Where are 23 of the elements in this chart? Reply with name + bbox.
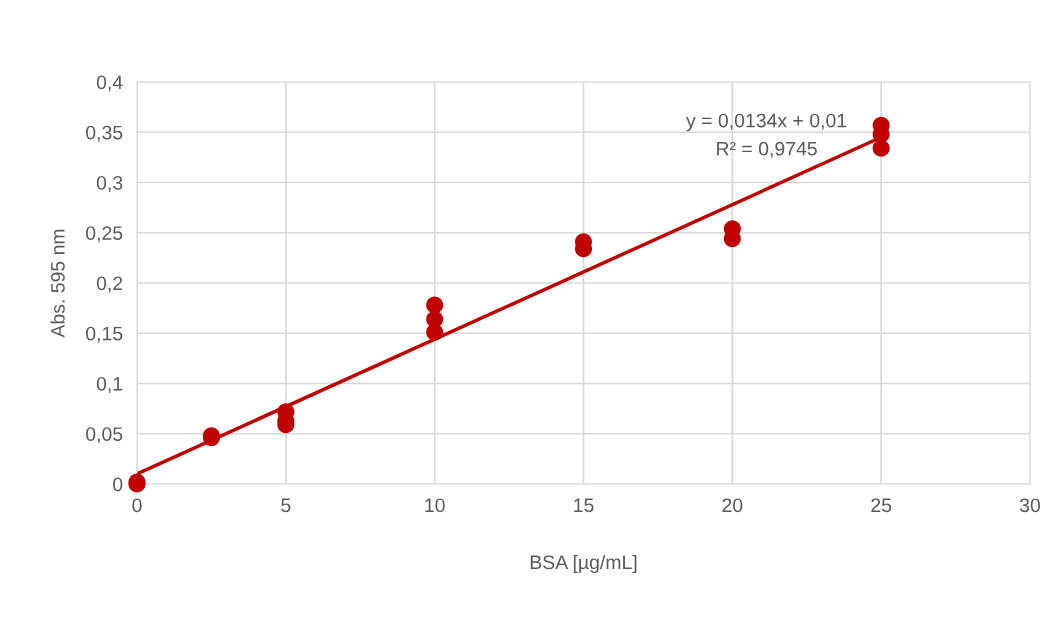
y-tick-label: 0,2 [96,276,123,293]
x-tick-label: 5 [281,498,291,513]
annotation: R² = 0,9745 [717,141,817,158]
point [872,139,890,157]
x-tick-label: 30 [1019,498,1041,513]
x-tick-label: 25 [871,498,892,513]
x-tick-label: 10 [425,498,445,513]
y-tick-label: 0,15 [86,326,123,343]
y-tick-label: 0,4 [96,75,123,92]
y-tick-label: 0,35 [86,125,123,142]
x-tick-label: 20 [722,498,743,513]
annotation: y = 0,0134x + 0,01 [686,113,847,132]
x-axis-title: BSA [µg/mL] [530,554,637,574]
y-tick-label: 0,25 [86,226,123,243]
point [426,296,444,314]
y-axis-title: Abs. 595 nm [50,229,65,338]
x-tick-label: 0 [132,498,142,513]
point [426,323,444,341]
x-tick-label: 15 [574,498,594,513]
y-tick-label: 0 [113,477,123,492]
y-tick-label: 0,05 [86,427,123,444]
y-tick-label: 0,3 [96,175,123,193]
y-tick-label: 0,1 [96,376,123,394]
